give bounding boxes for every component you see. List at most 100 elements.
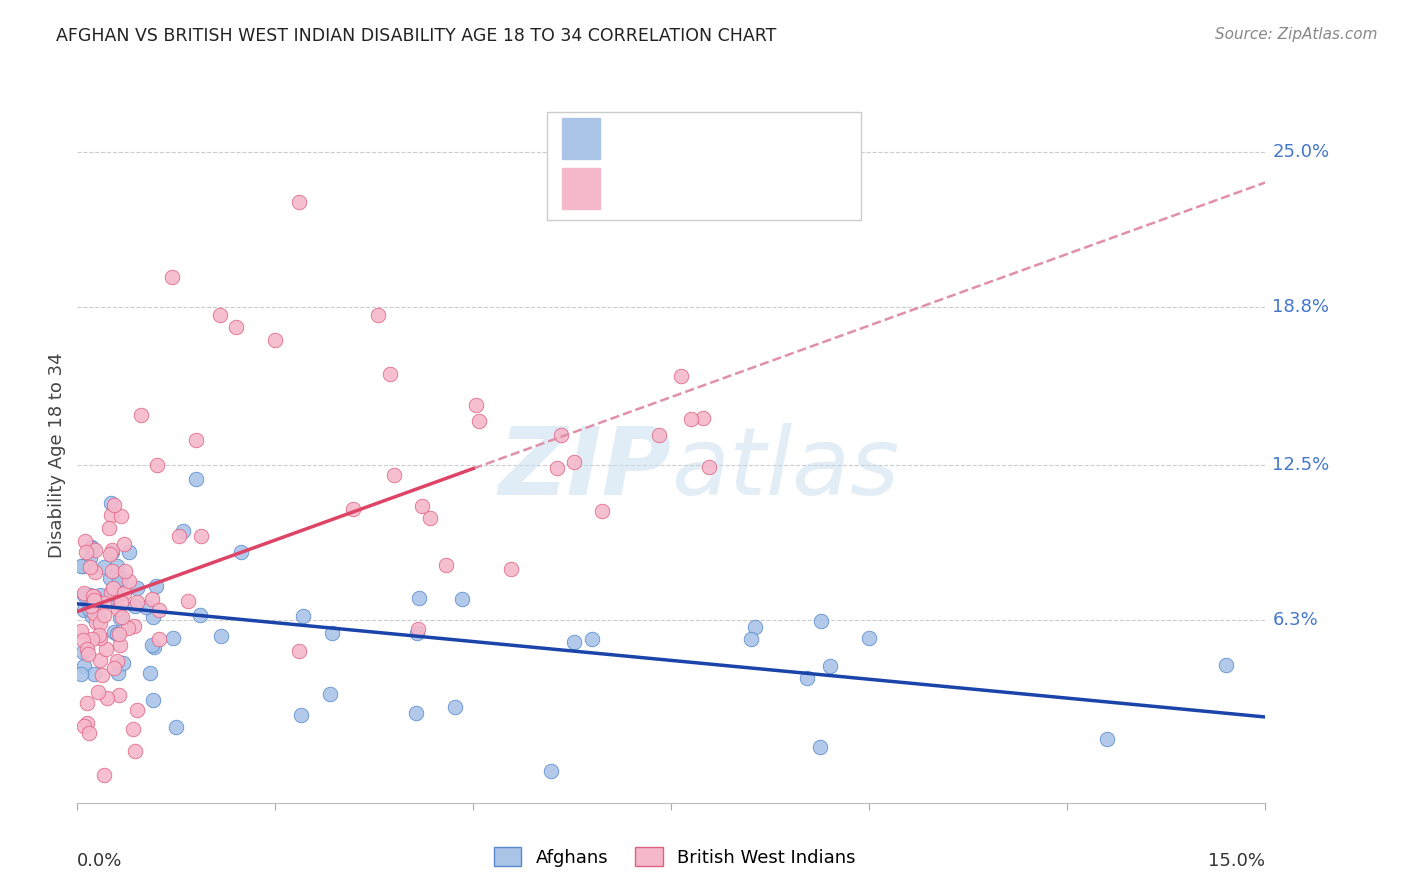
Point bbox=[382, 468, 405, 483]
Point bbox=[411, 499, 433, 513]
Point bbox=[697, 460, 720, 475]
Point bbox=[77, 602, 100, 616]
Point bbox=[110, 595, 132, 609]
Point bbox=[679, 412, 702, 426]
Point bbox=[76, 648, 98, 662]
Point bbox=[145, 458, 167, 472]
Point bbox=[117, 545, 139, 559]
Point bbox=[591, 504, 613, 518]
Point bbox=[87, 685, 110, 699]
Point bbox=[82, 589, 104, 603]
Point bbox=[186, 433, 208, 447]
Point bbox=[796, 671, 818, 685]
Point bbox=[84, 565, 107, 579]
Point bbox=[105, 588, 128, 602]
Point bbox=[443, 699, 465, 714]
Text: AFGHAN VS BRITISH WEST INDIAN DISABILITY AGE 18 TO 34 CORRELATION CHART: AFGHAN VS BRITISH WEST INDIAN DISABILITY… bbox=[56, 27, 776, 45]
Point bbox=[818, 659, 841, 673]
Point bbox=[100, 564, 122, 578]
Point bbox=[108, 610, 131, 624]
Point bbox=[408, 591, 430, 605]
Point bbox=[225, 320, 247, 334]
Point bbox=[190, 529, 212, 543]
Point bbox=[581, 632, 603, 646]
Point bbox=[73, 603, 96, 617]
Point bbox=[76, 642, 98, 657]
Point bbox=[98, 571, 121, 585]
Point bbox=[111, 610, 134, 624]
Point bbox=[79, 540, 101, 554]
Point bbox=[465, 398, 488, 412]
Point bbox=[148, 632, 170, 646]
Point bbox=[112, 536, 135, 550]
Text: 6.3%: 6.3% bbox=[1272, 611, 1319, 629]
Point bbox=[318, 687, 340, 701]
Point bbox=[450, 592, 472, 607]
Point bbox=[75, 544, 97, 558]
Point bbox=[100, 585, 122, 599]
Point bbox=[76, 696, 98, 710]
Point bbox=[740, 632, 762, 647]
Point bbox=[79, 726, 101, 740]
Point bbox=[112, 656, 135, 670]
Text: 12.5%: 12.5% bbox=[1272, 456, 1330, 474]
Point bbox=[93, 608, 115, 623]
Text: Source: ZipAtlas.com: Source: ZipAtlas.com bbox=[1215, 27, 1378, 42]
Point bbox=[419, 511, 441, 525]
Point bbox=[87, 628, 110, 642]
Point bbox=[810, 615, 832, 629]
Point bbox=[292, 608, 315, 623]
Point bbox=[111, 571, 134, 585]
Point bbox=[79, 559, 101, 574]
Point bbox=[467, 414, 489, 428]
Point bbox=[72, 558, 94, 573]
Point bbox=[141, 591, 163, 606]
Point bbox=[562, 455, 585, 469]
Point bbox=[550, 428, 572, 442]
Point bbox=[139, 666, 162, 681]
Point bbox=[499, 562, 522, 576]
Point bbox=[105, 627, 128, 641]
Point bbox=[124, 599, 146, 613]
Point bbox=[406, 622, 429, 636]
Point bbox=[75, 533, 97, 548]
Point bbox=[72, 645, 94, 659]
Point bbox=[82, 600, 104, 615]
Point bbox=[84, 615, 107, 629]
Point bbox=[1215, 657, 1237, 672]
Point bbox=[70, 666, 93, 681]
Legend: Afghans, British West Indians: Afghans, British West Indians bbox=[486, 840, 863, 874]
Point bbox=[264, 333, 287, 347]
Point bbox=[103, 498, 125, 512]
Point bbox=[229, 545, 252, 559]
Point bbox=[73, 588, 96, 602]
Point bbox=[177, 594, 200, 608]
Point bbox=[127, 703, 149, 717]
Point bbox=[70, 624, 93, 639]
Point bbox=[70, 558, 93, 573]
Point bbox=[93, 768, 115, 782]
Point bbox=[105, 655, 128, 669]
Y-axis label: Disability Age 18 to 34: Disability Age 18 to 34 bbox=[48, 352, 66, 558]
Point bbox=[112, 586, 135, 600]
Point bbox=[73, 719, 96, 733]
Point bbox=[72, 632, 94, 647]
Point bbox=[405, 706, 427, 720]
Point bbox=[93, 560, 115, 574]
Point bbox=[93, 596, 115, 610]
Point bbox=[142, 610, 165, 624]
Point bbox=[73, 659, 96, 673]
Point bbox=[288, 644, 311, 658]
Point bbox=[83, 666, 105, 681]
Point bbox=[80, 632, 103, 646]
Point bbox=[83, 593, 105, 607]
Point bbox=[107, 627, 129, 641]
Point bbox=[100, 496, 122, 510]
Point bbox=[540, 764, 562, 778]
Point bbox=[79, 588, 101, 602]
Point bbox=[101, 545, 124, 559]
Point bbox=[141, 638, 163, 652]
Text: 15.0%: 15.0% bbox=[1208, 852, 1265, 870]
Point bbox=[434, 558, 457, 572]
Point bbox=[127, 595, 149, 609]
